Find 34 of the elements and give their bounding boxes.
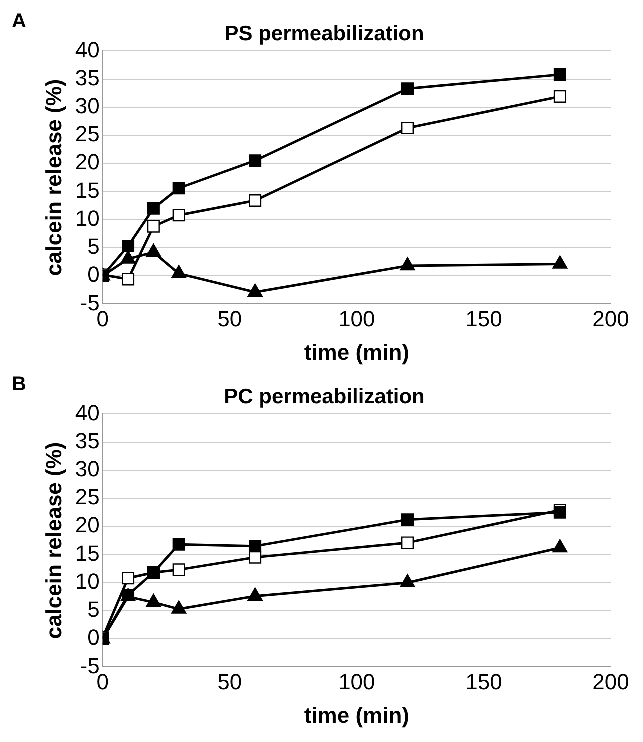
- x-tick-label: 50: [218, 306, 242, 332]
- y-tick-label: 30: [75, 93, 100, 118]
- x-tick-label: 50: [218, 669, 242, 694]
- y-tick-label: 40: [75, 37, 100, 62]
- y-axis-title: calcein release (%): [41, 79, 66, 276]
- y-tick-label: 0: [88, 625, 100, 650]
- x-tick-label: 150: [466, 306, 502, 332]
- y-tick-label: 40: [75, 400, 100, 426]
- text: B: [12, 374, 26, 396]
- y-tick-label: 15: [75, 178, 100, 203]
- x-tick-label: 200: [592, 306, 630, 332]
- y-tick-label: 35: [75, 65, 100, 90]
- chart-title: PC permeabilization: [224, 385, 425, 408]
- y-tick-label: 30: [75, 456, 100, 482]
- x-tick-label: 100: [338, 306, 376, 332]
- y-axis-title: calcein release (%): [41, 442, 66, 640]
- x-tick-label: 100: [338, 669, 376, 694]
- y-tick-label: 0: [88, 262, 100, 288]
- x-tick-label: 200: [592, 669, 630, 694]
- text: A: [12, 10, 26, 33]
- y-tick-label: 10: [75, 568, 100, 594]
- x-axis-title: time (min): [304, 702, 410, 728]
- y-tick-label: 5: [88, 597, 100, 622]
- y-tick-label: 10: [75, 206, 100, 231]
- y-tick-label: 20: [75, 512, 100, 538]
- x-tick-label: 150: [466, 669, 502, 694]
- y-tick-label: 25: [75, 484, 100, 510]
- y-tick-label: 35: [75, 428, 100, 454]
- y-tick-label: 20: [75, 150, 100, 175]
- y-tick-label: 15: [75, 540, 100, 566]
- y-tick-label: 25: [75, 122, 100, 147]
- x-axis-title: time (min): [304, 340, 410, 365]
- chart-title: PS permeabilization: [224, 22, 424, 46]
- y-tick-label: 5: [88, 234, 100, 260]
